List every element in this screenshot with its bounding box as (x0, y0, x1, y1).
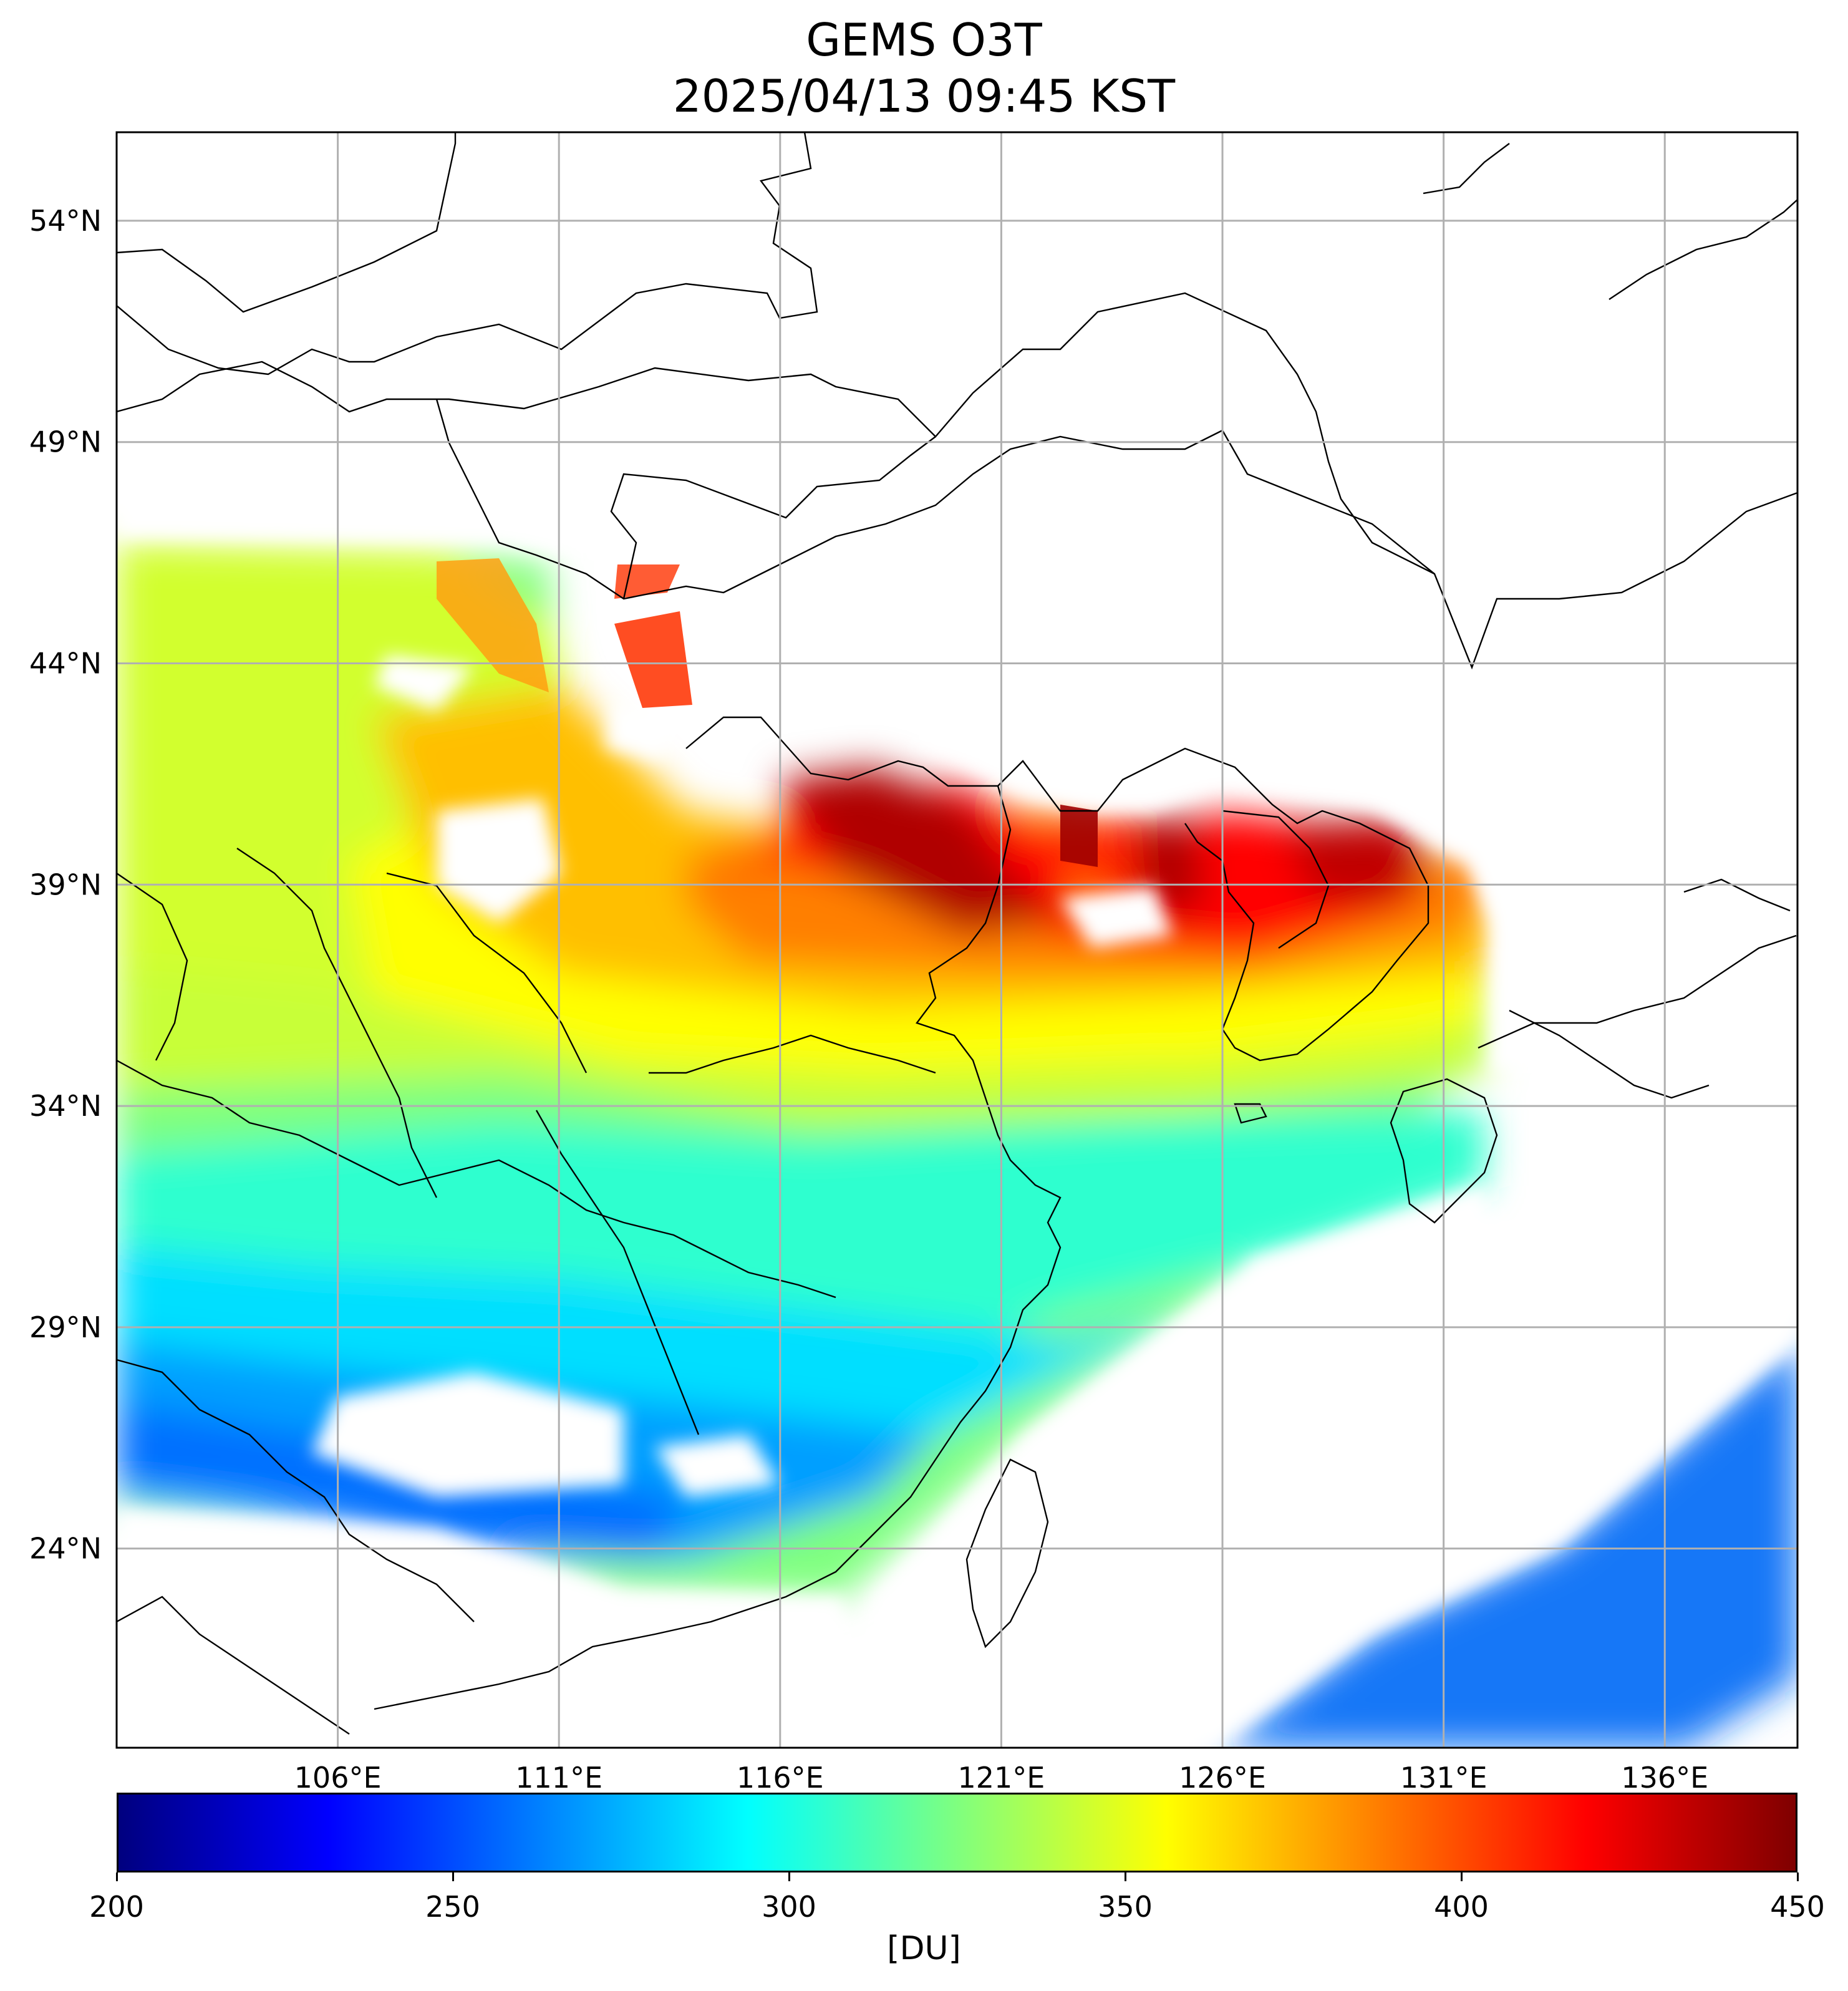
colorbar-tick-mark (788, 1872, 790, 1881)
longitude-tick-labels: 106°E 111°E 116°E 121°E 126°E 131°E 136°E (294, 1761, 1709, 1795)
colorbar-tick-mark (1796, 1872, 1799, 1881)
cloud-mask-areas (117, 132, 1797, 1748)
colorbar-tick-label: 300 (762, 1890, 816, 1924)
lon-tick-label: 106°E (294, 1761, 382, 1795)
colorbar-tick-label: 350 (1098, 1890, 1153, 1924)
map-frame (115, 131, 1799, 1749)
lon-tick-label: 116°E (737, 1761, 824, 1795)
coastlines-and-borders (117, 132, 1797, 1735)
latitude-tick-labels: 54°N 49°N 44°N 39°N 34°N 29°N 24°N (29, 204, 102, 1566)
graticule-grid (117, 132, 1797, 1748)
lat-tick-label: 49°N (29, 425, 102, 459)
lon-tick-label: 136°E (1621, 1761, 1708, 1795)
lon-tick-label: 111°E (515, 1761, 602, 1795)
colorbar-gradient (119, 1795, 1796, 1871)
colorbar (117, 1793, 1797, 1872)
colorbar-tick-mark (1124, 1872, 1126, 1881)
map-subtitle-datetime: 2025/04/13 09:45 KST (672, 70, 1176, 122)
colorbar-tick-label: 400 (1434, 1890, 1489, 1924)
map-title: GEMS O3T (806, 14, 1042, 66)
lat-tick-label: 24°N (29, 1532, 102, 1566)
colorbar-unit-label: [DU] (887, 1930, 961, 1967)
lon-tick-label: 121°E (957, 1761, 1045, 1795)
colorbar-tick-mark (452, 1872, 454, 1881)
ozone-plume-north (437, 558, 1098, 867)
lon-tick-label: 131°E (1400, 1761, 1488, 1795)
lat-tick-label: 34°N (29, 1089, 102, 1123)
lat-tick-label: 54°N (29, 204, 102, 238)
colorbar-tick-mark (115, 1872, 118, 1881)
colorbar-tick-mark (1460, 1872, 1463, 1881)
lat-tick-label: 39°N (29, 868, 102, 901)
colorbar-tick-label: 450 (1770, 1890, 1825, 1924)
colorbar-tick-label: 250 (425, 1890, 480, 1924)
lat-tick-label: 29°N (29, 1310, 102, 1344)
lon-tick-label: 126°E (1179, 1761, 1266, 1795)
lat-tick-label: 44°N (29, 647, 102, 681)
colorbar-tick-label: 200 (89, 1890, 144, 1924)
